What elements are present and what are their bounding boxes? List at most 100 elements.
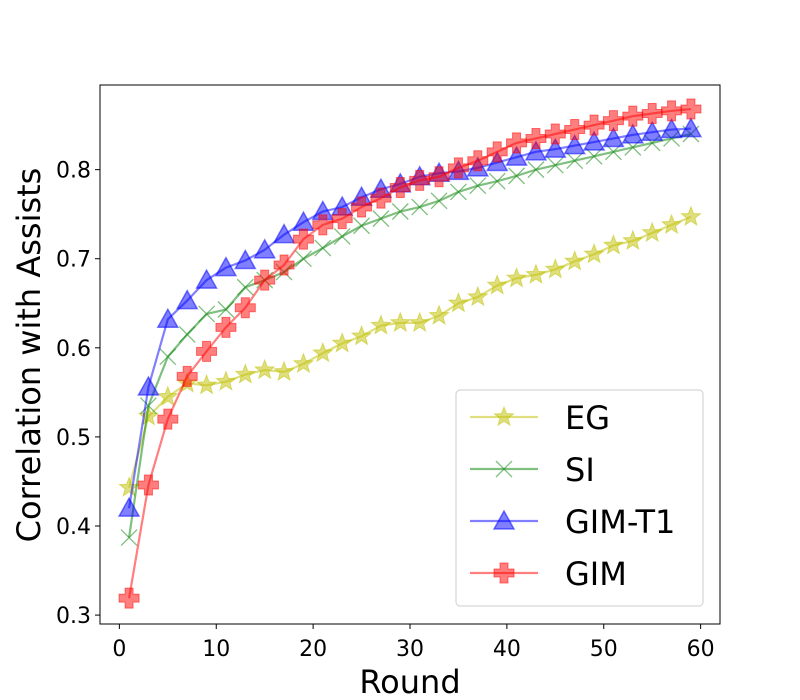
data-point-eg-shape — [544, 257, 567, 279]
data-point-gim-t1 — [640, 120, 664, 141]
data-point-gim-shape — [292, 228, 314, 250]
data-point-gim — [622, 105, 644, 127]
data-point-gim-t1-shape — [214, 256, 238, 277]
data-point-eg-shape — [156, 385, 179, 407]
data-point-eg-shape — [466, 285, 489, 307]
data-point-gim-t1-shape — [679, 117, 703, 138]
data-point-gim-shape — [331, 208, 353, 230]
data-point-eg — [583, 242, 605, 264]
legend-marker-si — [495, 460, 513, 478]
data-point-eg-shape — [641, 221, 664, 243]
data-point-eg-shape — [583, 242, 605, 264]
data-point-si — [198, 305, 216, 323]
x-tick-label: 0 — [112, 637, 126, 662]
data-point-si — [411, 198, 429, 216]
data-point-si-shape — [469, 177, 487, 195]
legend-marker-gim — [493, 562, 515, 584]
data-point-gim — [525, 127, 547, 149]
data-point-si — [333, 227, 351, 245]
data-point-si-shape — [236, 278, 254, 296]
data-point-si-shape — [566, 152, 584, 170]
data-point-gim — [137, 474, 159, 496]
data-point-gim — [196, 340, 218, 362]
data-point-eg — [311, 341, 334, 363]
y-tick-label: 0.3 — [56, 604, 91, 629]
y-tick-label: 0.7 — [56, 248, 91, 273]
legend-marker-si-shape — [495, 460, 513, 478]
data-point-si-shape — [546, 156, 564, 174]
data-point-gim-t1 — [602, 126, 625, 148]
data-point-eg — [389, 311, 412, 333]
data-point-si — [159, 348, 177, 366]
data-point-si — [372, 210, 390, 228]
data-point-eg — [428, 304, 450, 325]
data-point-gim-shape — [544, 123, 566, 145]
data-point-gim-shape — [447, 157, 469, 179]
y-tick-label: 0.8 — [56, 159, 91, 184]
data-point-gim-t1 — [563, 134, 586, 155]
data-point-eg-shape — [602, 233, 625, 255]
data-point-gim-t1 — [679, 117, 703, 138]
x-tick-label: 60 — [687, 637, 715, 662]
data-point-gim-shape — [176, 365, 198, 387]
data-point-gim — [467, 150, 489, 172]
data-point-si — [527, 161, 545, 179]
data-point-eg — [505, 266, 528, 288]
legend-label-eg: EG — [565, 399, 610, 437]
data-point-gim-t1-shape — [175, 289, 199, 310]
data-point-gim — [370, 187, 392, 209]
data-point-gim-shape — [312, 214, 334, 236]
data-point-si — [314, 239, 332, 257]
data-point-gim-shape — [215, 316, 237, 338]
data-point-gim-shape — [157, 408, 179, 430]
data-point-gim-t1-shape — [582, 130, 606, 151]
data-point-gim-t1 — [117, 496, 141, 517]
data-point-eg-shape — [350, 324, 373, 346]
data-point-gim-t1 — [505, 145, 528, 166]
data-point-gim — [486, 141, 508, 163]
data-point-eg — [234, 363, 257, 384]
data-point-si-shape — [391, 203, 409, 220]
series-eg — [118, 205, 702, 497]
data-point-gim-t1 — [272, 223, 296, 244]
data-point-gim — [351, 196, 373, 218]
legend-box — [455, 389, 704, 607]
data-point-eg-shape — [505, 266, 528, 288]
data-point-gim-t1-shape — [621, 123, 645, 144]
data-point-gim-shape — [602, 110, 624, 132]
y-tick-label: 0.4 — [56, 515, 91, 540]
legend-marker-gim-t1-shape — [492, 509, 516, 530]
data-point-eg — [408, 311, 431, 333]
x-tick-label: 40 — [493, 637, 521, 662]
data-point-gim-shape — [641, 103, 663, 125]
data-point-eg-shape — [563, 249, 586, 271]
data-point-gim-t1 — [621, 123, 645, 144]
data-point-gim-t1-shape — [156, 307, 180, 329]
data-point-eg — [447, 291, 470, 313]
data-point-gim-t1-shape — [137, 375, 160, 396]
data-point-eg-shape — [660, 213, 683, 235]
x-tick-label: 30 — [396, 637, 424, 662]
data-point-si — [449, 183, 467, 201]
data-point-gim-shape — [428, 166, 450, 188]
x-tick-label: 20 — [299, 637, 327, 662]
data-point-si — [353, 217, 371, 235]
data-point-gim-shape — [525, 127, 547, 149]
x-axis-title: Round — [359, 663, 460, 700]
data-point-gim-t1-shape — [272, 223, 296, 244]
data-point-gim — [661, 100, 683, 122]
data-point-gim-t1-shape — [563, 134, 586, 155]
data-point-gim-t1-shape — [117, 496, 141, 517]
data-point-si — [391, 203, 409, 220]
data-point-gim-t1-shape — [524, 140, 548, 161]
data-point-gim-t1 — [214, 256, 238, 277]
legend-entry-gim: GIM — [470, 555, 627, 593]
data-point-gim — [312, 214, 334, 236]
legend-marker-gim-t1 — [492, 509, 516, 530]
series-gim — [118, 98, 702, 609]
y-tick-label: 0.6 — [56, 337, 91, 362]
legend-marker-eg — [493, 405, 515, 427]
data-point-eg-shape — [311, 341, 334, 363]
data-point-gim — [544, 123, 566, 145]
legend-label-gim-t1: GIM-T1 — [565, 503, 675, 541]
